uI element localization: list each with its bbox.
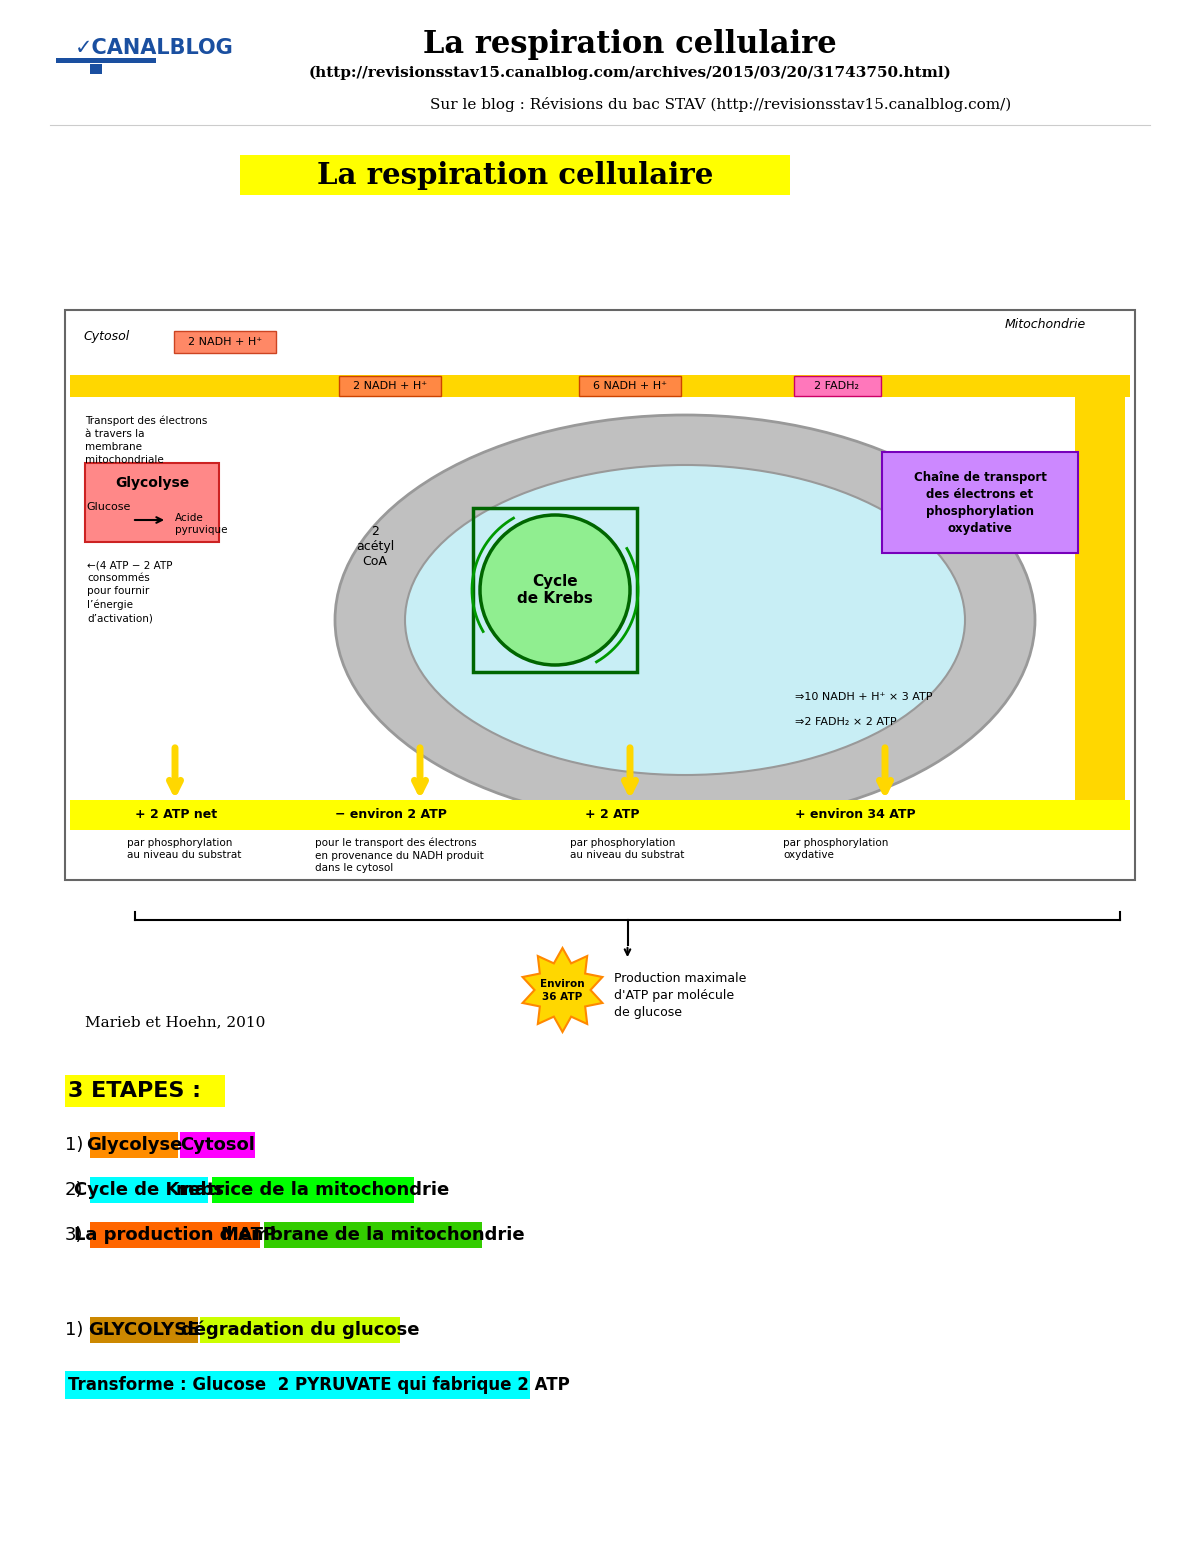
Text: Transforme : Glucose  2 PYRUVATE qui fabrique 2 ATP: Transforme : Glucose 2 PYRUVATE qui fabr…: [68, 1376, 570, 1395]
Text: Cytosol: Cytosol: [180, 1135, 254, 1154]
Text: + 2 ATP: + 2 ATP: [586, 809, 640, 822]
FancyBboxPatch shape: [200, 1317, 400, 1343]
FancyBboxPatch shape: [90, 64, 102, 75]
FancyBboxPatch shape: [65, 311, 1135, 881]
FancyBboxPatch shape: [90, 1132, 178, 1159]
Text: Glycolyse: Glycolyse: [86, 1135, 182, 1154]
FancyBboxPatch shape: [240, 155, 790, 196]
FancyBboxPatch shape: [1075, 374, 1126, 829]
Text: GLYCOLYSE: GLYCOLYSE: [89, 1322, 199, 1339]
Text: 2 FADH₂: 2 FADH₂: [815, 380, 859, 391]
FancyBboxPatch shape: [65, 1371, 530, 1399]
Text: 2): 2): [65, 1180, 84, 1199]
Text: 2 NADH + H⁺: 2 NADH + H⁺: [353, 380, 427, 391]
Text: Mitochondrie: Mitochondrie: [1006, 318, 1086, 331]
Text: La respiration cellulaire: La respiration cellulaire: [424, 30, 836, 61]
Ellipse shape: [406, 464, 965, 775]
Text: Transport des électrons
à travers la
membrane
mitochondriale: Transport des électrons à travers la mem…: [85, 415, 208, 464]
Text: 36 ATP: 36 ATP: [542, 992, 583, 1002]
Text: Acide
pyruvique: Acide pyruvique: [175, 512, 228, 534]
Text: 1): 1): [65, 1322, 83, 1339]
Text: Membrane de la mitochondrie: Membrane de la mitochondrie: [221, 1225, 524, 1244]
FancyBboxPatch shape: [580, 376, 682, 396]
FancyBboxPatch shape: [70, 374, 1130, 398]
FancyBboxPatch shape: [90, 1317, 198, 1343]
FancyBboxPatch shape: [65, 1075, 226, 1107]
Text: La production d'ATP: La production d'ATP: [74, 1225, 276, 1244]
Text: Marieb et Hoehn, 2010: Marieb et Hoehn, 2010: [85, 1016, 265, 1030]
Text: Glucose: Glucose: [86, 502, 131, 512]
Text: Glycolyse: Glycolyse: [115, 477, 190, 491]
FancyBboxPatch shape: [882, 452, 1078, 553]
Text: Cycle
de Krebs: Cycle de Krebs: [517, 573, 593, 606]
Text: (http://revisionsstav15.canalblog.com/archives/2015/03/20/31743750.html): (http://revisionsstav15.canalblog.com/ar…: [308, 65, 952, 81]
Text: 2
acétyl
CoA: 2 acétyl CoA: [356, 525, 394, 568]
Text: − environ 2 ATP: − environ 2 ATP: [335, 809, 446, 822]
FancyBboxPatch shape: [180, 1132, 256, 1159]
Text: 6 NADH + H⁺: 6 NADH + H⁺: [593, 380, 667, 391]
FancyBboxPatch shape: [90, 1222, 260, 1249]
Text: par phosphorylation
au niveau du substrat: par phosphorylation au niveau du substra…: [570, 839, 684, 860]
Text: matrice de la mitochondrie: matrice de la mitochondrie: [176, 1180, 450, 1199]
Text: par phosphorylation
oxydative: par phosphorylation oxydative: [784, 839, 888, 860]
FancyBboxPatch shape: [340, 376, 442, 396]
Text: dégradation du glucose: dégradation du glucose: [181, 1320, 419, 1339]
Text: 2 NADH + H⁺: 2 NADH + H⁺: [188, 337, 262, 346]
Text: 3 ETAPES :: 3 ETAPES :: [68, 1081, 202, 1101]
Text: + 2 ATP net: + 2 ATP net: [134, 809, 217, 822]
Text: Cycle de Krebs: Cycle de Krebs: [74, 1180, 224, 1199]
Text: ⇒2 FADH₂ × 2 ATP: ⇒2 FADH₂ × 2 ATP: [796, 717, 896, 727]
Text: ←(4 ATP − 2 ATP
consommés
pour fournir
l’énergie
d’activation): ←(4 ATP − 2 ATP consommés pour fournir l…: [88, 561, 173, 623]
Text: Environ: Environ: [540, 978, 584, 989]
Text: Chaîne de transport
des électrons et
phosphorylation
oxydative: Chaîne de transport des électrons et pho…: [913, 471, 1046, 534]
FancyBboxPatch shape: [794, 376, 881, 396]
Text: pour le transport des électrons
en provenance du NADH produit
dans le cytosol: pour le transport des électrons en prove…: [314, 839, 484, 873]
Text: Production maximale
d'ATP par molécule
de glucose: Production maximale d'ATP par molécule d…: [614, 972, 746, 1019]
FancyBboxPatch shape: [70, 800, 1130, 829]
FancyBboxPatch shape: [85, 463, 220, 542]
Text: par phosphorylation
au niveau du substrat: par phosphorylation au niveau du substra…: [127, 839, 241, 860]
Text: + environ 34 ATP: + environ 34 ATP: [796, 809, 916, 822]
FancyBboxPatch shape: [174, 331, 276, 353]
Ellipse shape: [335, 415, 1034, 825]
FancyBboxPatch shape: [90, 1177, 208, 1204]
Text: Cytosol: Cytosol: [83, 329, 130, 343]
FancyBboxPatch shape: [212, 1177, 414, 1204]
Text: La respiration cellulaire: La respiration cellulaire: [317, 160, 713, 189]
Polygon shape: [522, 947, 602, 1033]
Text: Sur le blog : Révisions du bac STAV (http://revisionsstav15.canalblog.com/): Sur le blog : Révisions du bac STAV (htt…: [430, 98, 1012, 112]
Text: 3): 3): [65, 1225, 84, 1244]
FancyBboxPatch shape: [56, 57, 156, 64]
FancyBboxPatch shape: [264, 1222, 482, 1249]
Text: ⇒10 NADH + H⁺ × 3 ATP: ⇒10 NADH + H⁺ × 3 ATP: [796, 693, 932, 702]
Text: ✓CANALBLOG: ✓CANALBLOG: [74, 37, 234, 57]
Text: 1): 1): [65, 1135, 83, 1154]
Circle shape: [480, 516, 630, 665]
